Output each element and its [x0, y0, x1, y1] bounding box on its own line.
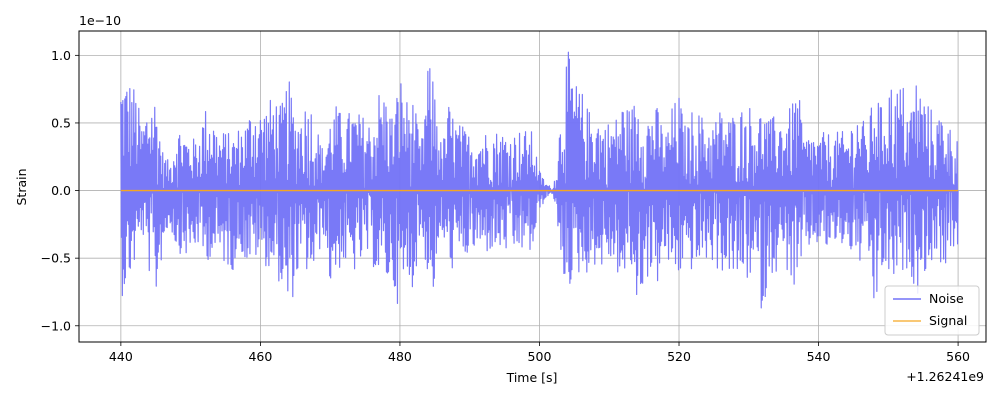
- plot-frame: [78, 30, 987, 343]
- x-tick-label: 520: [667, 349, 691, 364]
- x-tick-label: 480: [388, 349, 412, 364]
- y-axis-ticks: −1.0 −0.5 0.0 0.5 1.0: [41, 48, 79, 333]
- noise-series: [120, 51, 959, 309]
- x-tick-label: 500: [528, 349, 552, 364]
- x-tick-label: 460: [248, 349, 272, 364]
- legend-signal-label: Signal: [929, 313, 967, 328]
- x-axis-ticks: 440 460 480 500 520 540 560: [109, 342, 970, 364]
- x-offset-label: +1.26241e9: [906, 369, 984, 384]
- y-tick-label: 0.5: [51, 115, 71, 130]
- y-tick-label: 1.0: [51, 48, 71, 63]
- y-scale-label: 1e−10: [79, 13, 121, 28]
- y-tick-label: −1.0: [41, 318, 71, 333]
- y-tick-label: 0.0: [51, 183, 71, 198]
- x-tick-label: 540: [807, 349, 831, 364]
- y-axis-label: Strain: [14, 168, 29, 205]
- legend-noise-label: Noise: [929, 291, 964, 306]
- noise-line: [120, 51, 959, 309]
- x-axis-label: Time [s]: [506, 370, 558, 385]
- y-tick-label: −0.5: [41, 251, 71, 266]
- x-tick-label: 560: [946, 349, 970, 364]
- x-tick-label: 440: [109, 349, 133, 364]
- legend: Noise Signal: [884, 285, 980, 336]
